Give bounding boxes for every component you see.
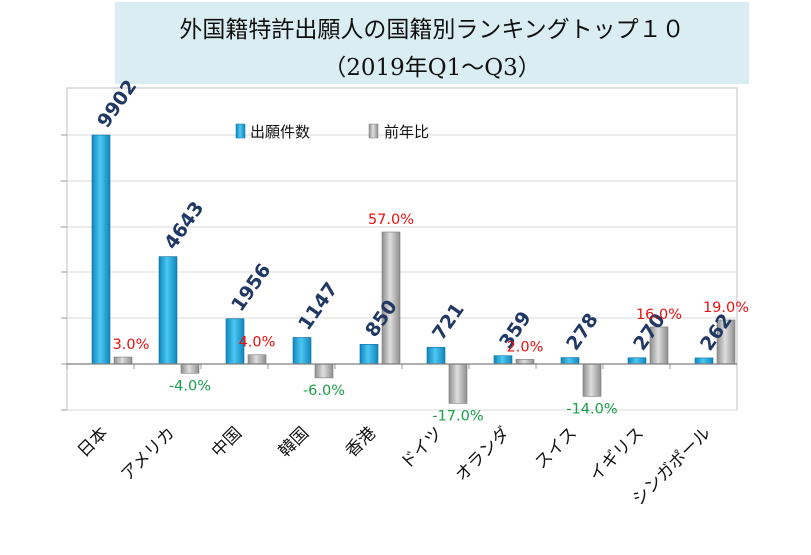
bar-count [627,357,647,365]
bar-yoy [515,359,535,365]
data-label-count: 9902 [93,76,141,132]
legend-label-yoy: 前年比 [384,123,429,141]
bar-count [91,134,111,365]
category-label: スイス [531,423,581,473]
bar-count [560,357,580,365]
category-label: 韓国 [275,423,313,461]
category-label: ドイツ [397,423,447,473]
legend: 出願件数 前年比 [235,123,429,141]
bar-yoy [180,363,200,374]
bars-group [91,134,736,404]
chart-title: 外国籍特許出願人の国籍別ランキングトップ１０ [179,17,685,43]
bar-count [158,256,178,365]
data-label-count: 1956 [227,260,275,316]
data-label-yoy: -4.0% [169,378,211,394]
category-label: イギリス [586,423,648,485]
category-label: 香港 [342,423,380,461]
bar-yoy [247,354,267,365]
bar-yoy [314,363,334,379]
bar-yoy [448,363,468,404]
bar-yoy [582,363,602,397]
data-label-count: 278 [562,309,603,354]
bar-count [426,347,446,365]
bar-count [694,357,714,365]
data-label-yoy: 4.0% [239,335,276,351]
chart-subtitle: （2019年Q1～Q3） [323,55,541,81]
legend-label-count: 出願件数 [250,123,310,141]
data-label-yoy: 3.0% [113,337,150,353]
title-box: 外国籍特許出願人の国籍別ランキングトップ１０ （2019年Q1～Q3） [115,2,749,84]
data-label-count: 1147 [294,278,342,334]
gridlines [61,134,737,411]
category-label: 中国 [208,423,246,461]
data-label-yoy: 57.0% [368,212,414,228]
category-label: アメリカ [117,423,179,485]
data-label-yoy: 19.0% [703,300,749,316]
data-label-yoy: -17.0% [432,408,483,424]
data-label-yoy: 2.0% [507,339,544,355]
category-label: オランダ [452,423,514,485]
bar-count [359,344,379,365]
legend-swatch-count [235,123,246,139]
data-label-count: 721 [428,299,469,344]
data-label-yoy: -6.0% [303,383,345,399]
data-label-yoy: 16.0% [636,307,682,323]
category-label: 日本 [74,423,112,461]
bar-yoy [113,356,133,365]
legend-swatch-yoy [368,123,379,139]
data-label-count: 4643 [160,198,208,254]
bar-count [493,355,513,365]
bar-count [292,337,312,365]
data-label-yoy: -14.0% [566,401,617,417]
